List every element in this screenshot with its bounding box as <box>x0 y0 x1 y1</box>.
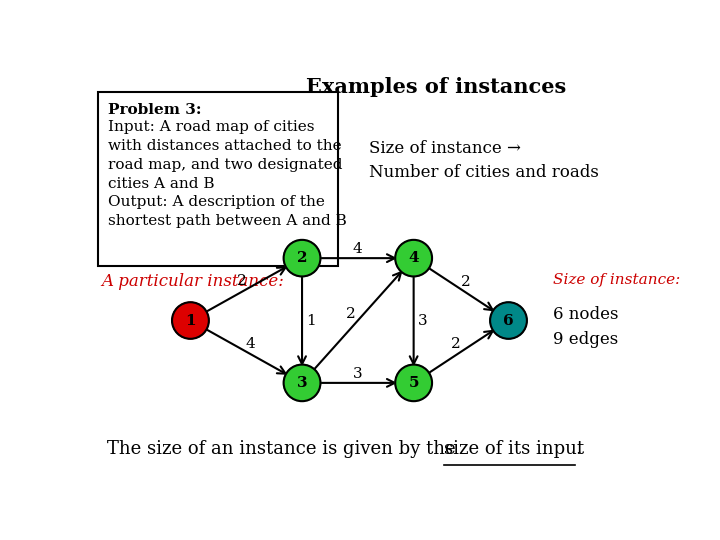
Ellipse shape <box>172 302 209 339</box>
Text: Input: A road map of cities
with distances attached to the
road map, and two des: Input: A road map of cities with distanc… <box>108 120 346 228</box>
Ellipse shape <box>490 302 527 339</box>
FancyBboxPatch shape <box>99 92 338 266</box>
Text: 4: 4 <box>353 242 363 256</box>
Text: 3: 3 <box>297 376 307 390</box>
Text: .: . <box>575 440 581 458</box>
Ellipse shape <box>395 364 432 401</box>
Text: 2: 2 <box>451 337 461 351</box>
Text: Problem 3:: Problem 3: <box>108 103 202 117</box>
Text: A particular instance:: A particular instance: <box>101 273 284 289</box>
Text: Examples of instances: Examples of instances <box>306 77 566 97</box>
Ellipse shape <box>284 240 320 276</box>
Text: Size of instance:: Size of instance: <box>553 273 680 287</box>
Text: 2: 2 <box>237 274 247 288</box>
Text: 2: 2 <box>462 275 471 289</box>
Text: Size of instance →
Number of cities and roads: Size of instance → Number of cities and … <box>369 140 599 181</box>
Text: 4: 4 <box>246 337 256 350</box>
Text: size of its input: size of its input <box>444 440 585 458</box>
Text: 4: 4 <box>408 251 419 265</box>
Text: 6: 6 <box>503 314 514 328</box>
Text: 2: 2 <box>346 307 356 321</box>
Text: 3: 3 <box>353 367 363 381</box>
Text: 5: 5 <box>408 376 419 390</box>
Ellipse shape <box>395 240 432 276</box>
Ellipse shape <box>284 364 320 401</box>
Text: 2: 2 <box>297 251 307 265</box>
Text: 1: 1 <box>185 314 196 328</box>
Text: 3: 3 <box>418 314 428 328</box>
Text: 6 nodes
9 edges: 6 nodes 9 edges <box>553 306 618 348</box>
Text: 1: 1 <box>307 314 316 328</box>
Text: The size of an instance is given by the: The size of an instance is given by the <box>107 440 467 458</box>
